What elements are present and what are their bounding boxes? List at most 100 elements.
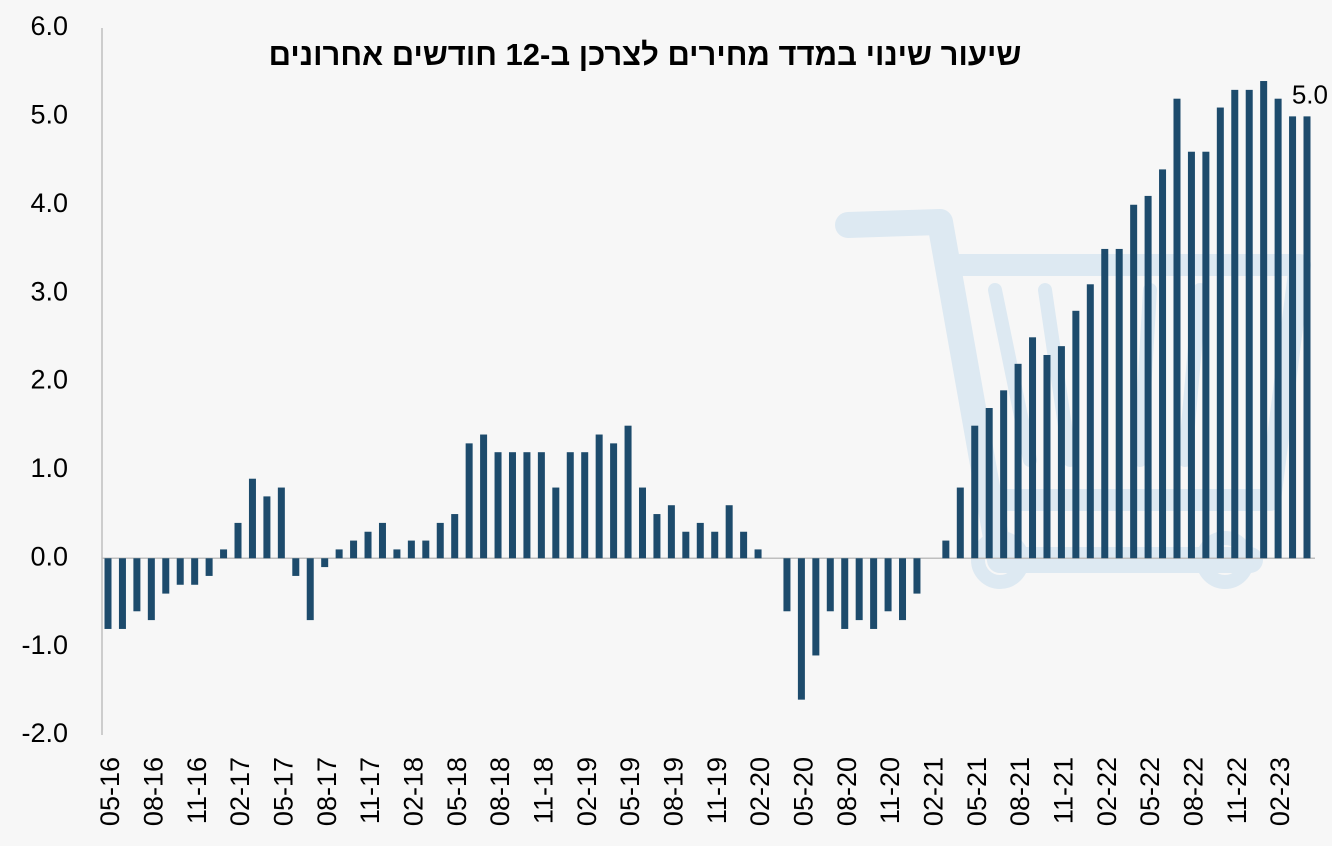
- bar: [1130, 204, 1138, 559]
- y-tick-label: 1.0: [30, 453, 68, 483]
- x-tick-label: 08-16: [138, 757, 168, 826]
- x-tick-label: 08-17: [312, 757, 342, 826]
- bar: [884, 558, 892, 612]
- bar: [378, 522, 386, 559]
- x-tick-label: 08-18: [485, 757, 515, 826]
- bar: [870, 558, 878, 629]
- bar: [696, 522, 704, 559]
- x-tick-label: 05-16: [95, 757, 125, 826]
- bar: [205, 558, 213, 576]
- bar: [248, 478, 256, 559]
- x-tick-label: 08-21: [1005, 757, 1035, 826]
- x-tick-label: 02-21: [919, 757, 949, 826]
- chart-title: שיעור שינוי במדד מחירים לצרכן ב-12 חודשי…: [269, 37, 1022, 72]
- x-tick-label: 11-17: [355, 757, 385, 824]
- bar: [1289, 116, 1297, 559]
- y-tick-label: 4.0: [30, 188, 68, 218]
- bar: [118, 558, 126, 629]
- bar: [350, 540, 358, 559]
- bar: [971, 425, 979, 559]
- y-tick-label: 3.0: [30, 276, 68, 306]
- bar: [725, 505, 733, 559]
- bar: [682, 531, 690, 559]
- bar: [552, 487, 560, 559]
- x-tick-label: 02-20: [745, 757, 775, 826]
- bar: [176, 558, 184, 585]
- bar: [653, 514, 661, 559]
- bar: [566, 452, 574, 559]
- bar: [407, 540, 415, 559]
- x-tick-label: 02-23: [1265, 757, 1295, 826]
- bar: [624, 425, 632, 559]
- bar: [740, 531, 748, 559]
- bar: [1043, 354, 1051, 559]
- y-tick-label: -1.0: [21, 630, 68, 660]
- bar: [537, 452, 545, 559]
- x-tick-label: 08-22: [1179, 757, 1209, 826]
- bar: [1115, 248, 1123, 559]
- x-tick-label: 11-22: [1222, 757, 1252, 824]
- bar: [595, 434, 603, 559]
- bar: [1144, 195, 1152, 559]
- bar: [899, 558, 907, 621]
- bar: [812, 558, 820, 656]
- bar: [783, 558, 791, 612]
- x-tick-label: 11-16: [182, 757, 212, 824]
- bar: [1101, 248, 1109, 559]
- bar: [523, 452, 531, 559]
- bar: [826, 558, 834, 612]
- x-tick-label: 11-18: [528, 757, 558, 824]
- x-tick-label: 02-22: [1092, 757, 1122, 826]
- bar: [1173, 98, 1181, 559]
- bar: [942, 540, 950, 559]
- bar: [321, 558, 329, 568]
- bar: [335, 549, 343, 559]
- bar: [1057, 346, 1065, 559]
- bar: [913, 558, 921, 594]
- bar: [754, 549, 762, 559]
- bar: [1245, 89, 1253, 559]
- bar: [1029, 337, 1037, 559]
- bar: [1086, 284, 1094, 559]
- bar: [162, 558, 170, 594]
- bar: [1260, 81, 1268, 559]
- x-tick-label: 11-21: [1049, 757, 1079, 824]
- bar: [508, 452, 516, 559]
- bar: [436, 522, 444, 559]
- bar: [465, 443, 473, 559]
- x-tick-label: 02-18: [398, 757, 428, 826]
- bar: [480, 434, 488, 559]
- bar: [1014, 363, 1022, 559]
- y-tick-label: 6.0: [30, 11, 68, 41]
- x-tick-label: 08-19: [659, 757, 689, 826]
- x-tick-label: 11-20: [875, 757, 905, 824]
- y-tick-label: -2.0: [21, 718, 68, 748]
- bar: [147, 558, 155, 621]
- bar: [263, 496, 271, 559]
- bar: [220, 549, 228, 559]
- bar: [422, 540, 430, 559]
- bar: [277, 487, 285, 559]
- bar: [494, 452, 502, 559]
- x-tick-label: 02-17: [225, 757, 255, 826]
- y-tick-label: 0.0: [30, 541, 68, 571]
- bar: [797, 558, 805, 700]
- y-tick-label: 2.0: [30, 365, 68, 395]
- bar: [191, 558, 199, 585]
- bar: [956, 487, 964, 559]
- bar: [638, 487, 646, 559]
- x-tick-label: 05-18: [442, 757, 472, 826]
- bar: [133, 558, 141, 612]
- bar: [306, 558, 314, 621]
- bar: [393, 549, 401, 559]
- bar: [292, 558, 300, 576]
- x-tick-label: 11-19: [702, 757, 732, 824]
- bar: [985, 408, 993, 559]
- bar: [1159, 169, 1167, 559]
- bar: [1072, 310, 1080, 559]
- x-tick-label: 05-17: [268, 757, 298, 826]
- bar: [855, 558, 863, 621]
- bar: [711, 531, 719, 559]
- bar: [1216, 107, 1224, 559]
